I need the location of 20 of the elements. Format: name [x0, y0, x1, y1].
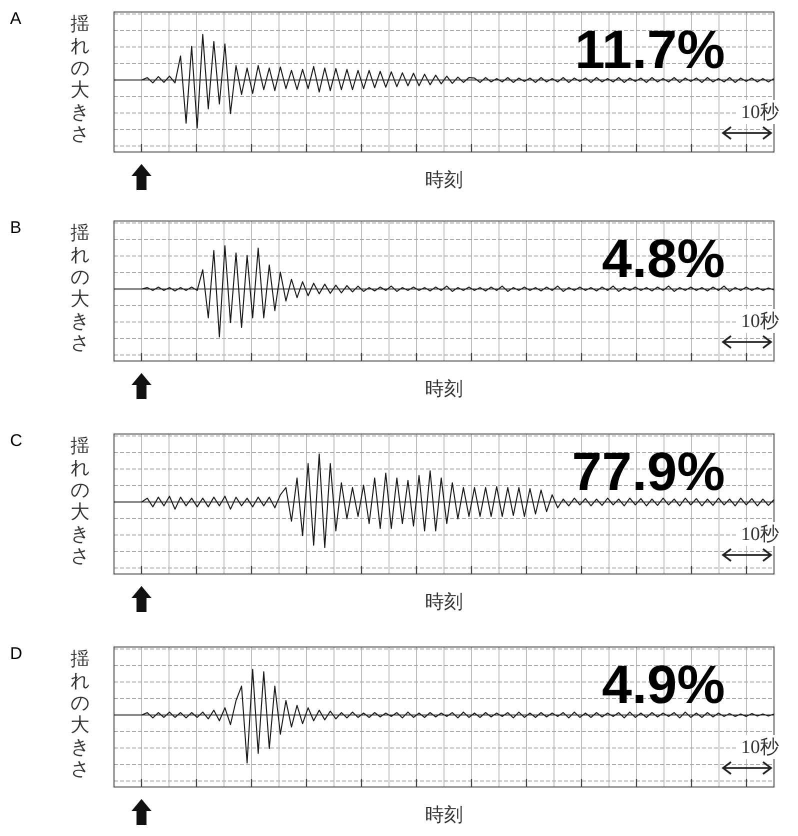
chart-title: B: [10, 218, 22, 237]
chart-title: A: [10, 9, 22, 28]
annotation: 77.9%: [572, 442, 725, 502]
chart-title: C: [10, 431, 22, 450]
y-axis-title: 揺れの大きさ: [70, 649, 90, 780]
y-axis-title: 揺れの大きさ: [70, 436, 90, 567]
annotation: 4.9%: [602, 655, 725, 715]
y-axis-title: 揺れの大きさ: [70, 223, 90, 354]
scale-note: 10秒: [741, 311, 779, 332]
x-axis-title: 時刻: [425, 804, 463, 826]
x-axis-title: 時刻: [425, 591, 463, 613]
annotation: 4.8%: [602, 229, 725, 289]
y-axis-title: 揺れの大きさ: [70, 14, 90, 145]
scale-note: 10秒: [741, 737, 779, 758]
x-axis-title: 時刻: [425, 169, 463, 191]
annotation: 11.7%: [574, 20, 725, 80]
chart-title: D: [10, 644, 22, 663]
scale-note: 10秒: [741, 102, 779, 123]
x-axis-title: 時刻: [425, 378, 463, 400]
scale-note: 10秒: [741, 524, 779, 545]
